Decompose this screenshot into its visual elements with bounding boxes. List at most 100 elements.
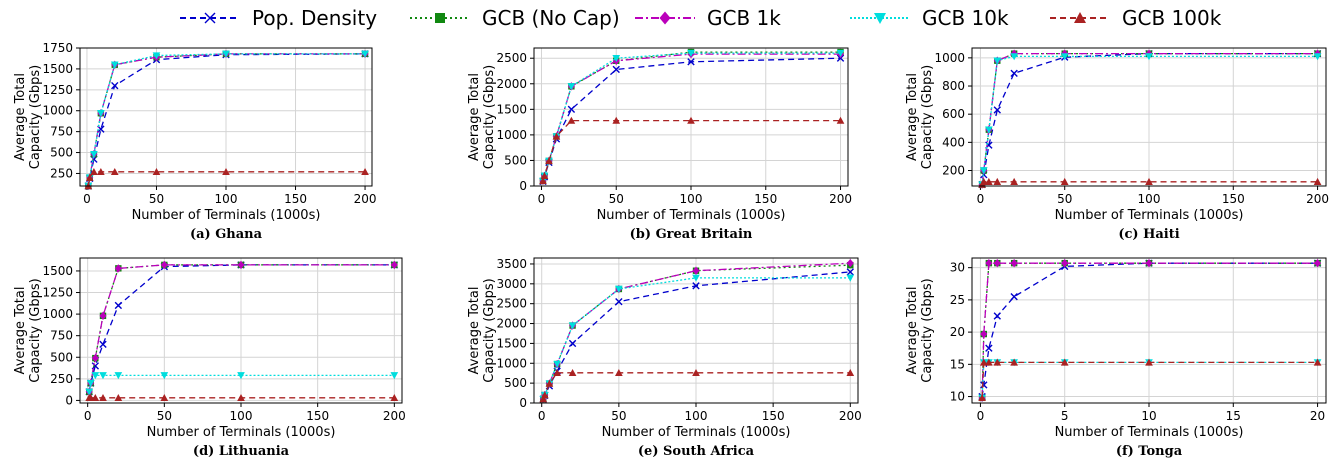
chart-svg: 0 500 1000 1500 2000 2500 0 50 100 150 200 Number o…: [467, 47, 852, 242]
data-point: [980, 381, 988, 389]
x-tick-label: 150: [754, 192, 777, 206]
data-point: [539, 395, 548, 403]
data-point: [612, 55, 621, 63]
y-tick-label: 25: [950, 293, 965, 307]
data-point: [361, 50, 369, 58]
y-tick-label: 1500: [42, 62, 73, 76]
data-point: [567, 105, 576, 114]
data-point: [114, 301, 123, 310]
series: [978, 259, 1321, 402]
data-point: [687, 58, 695, 66]
data-point: [985, 358, 993, 366]
series-line: [542, 372, 851, 400]
plot-frame: [971, 47, 1327, 187]
series: [539, 48, 844, 185]
data-point: [568, 368, 577, 377]
data-point: [91, 372, 100, 380]
plot-frame: [79, 47, 373, 187]
panel-caption: (d) Lithuania: [193, 444, 290, 459]
y-tick-label: 200: [942, 164, 965, 178]
x-tick-label: 100: [685, 409, 708, 423]
chart-svg: 250 500 750 1000 1250 1500 1750 0 50 100 150 200 Num…: [13, 41, 377, 242]
x-tick-label: 50: [149, 192, 164, 206]
data-point: [1060, 177, 1069, 185]
x-tick-label: 150: [306, 409, 329, 423]
x-tick-label: 150: [1222, 192, 1245, 206]
legend-marker: [1074, 12, 1086, 23]
legend-label: GCB (No Cap): [482, 6, 620, 30]
data-point: [160, 372, 169, 380]
panel-caption: (e) South Africa: [638, 444, 755, 459]
series-line: [981, 262, 1318, 397]
data-point: [90, 151, 98, 159]
chart-svg: 10 15 20 25 30 0 5 10 15 20 Number of Terminals (1…: [905, 257, 1327, 459]
series: [978, 49, 1322, 189]
data-point: [615, 368, 623, 377]
data-point: [390, 372, 399, 380]
data-point: [114, 393, 123, 402]
series: [978, 259, 1322, 401]
plot-frame: [971, 257, 1327, 404]
data-point: [1313, 177, 1322, 185]
data-point: [86, 379, 95, 387]
data-point: [237, 372, 245, 380]
y-tick-label: 2000: [496, 317, 527, 331]
data-point: [692, 266, 700, 275]
y-tick-label: 2500: [496, 297, 527, 311]
series-line: [542, 277, 851, 400]
series: [978, 53, 1322, 189]
x-tick-label: 0: [538, 192, 546, 206]
data-point: [114, 372, 123, 380]
y-tick-label: 15: [950, 357, 965, 371]
data-point: [1010, 292, 1018, 301]
x-tick-label: 15: [1226, 409, 1241, 423]
series-line: [981, 361, 1318, 398]
series-line: [87, 53, 365, 187]
plot-frame: [79, 257, 403, 404]
data-point: [114, 264, 122, 273]
series: [84, 50, 369, 190]
series-line: [87, 53, 366, 187]
y-tick-label: 1500: [496, 102, 527, 116]
y-axis-label: Average TotalCapacity (Gbps): [467, 278, 497, 382]
data-point: [1145, 177, 1153, 185]
series: [978, 358, 1322, 402]
panel-caption: (a) Ghana: [190, 227, 263, 242]
y-tick-label: 600: [942, 107, 965, 121]
data-point: [979, 177, 988, 185]
data-point: [692, 368, 700, 377]
data-point: [152, 167, 161, 175]
data-point: [545, 157, 553, 165]
data-point: [1060, 53, 1069, 61]
series-line: [88, 264, 395, 392]
data-point: [91, 353, 99, 363]
series: [539, 368, 855, 403]
data-point: [539, 177, 547, 185]
y-tick-label: 1500: [496, 336, 527, 350]
series: [85, 372, 399, 396]
data-point: [553, 368, 561, 377]
data-point: [1060, 358, 1069, 366]
y-tick-label: 3000: [496, 277, 527, 291]
data-point: [99, 340, 107, 349]
data-point: [222, 50, 230, 58]
legend-marker: [435, 13, 445, 23]
x-tick-label: 150: [284, 192, 307, 206]
legend-label: GCB 100k: [1122, 6, 1222, 30]
data-point: [993, 358, 1002, 366]
data-point: [985, 126, 993, 134]
series-line: [981, 262, 1318, 398]
series-line: [542, 271, 851, 400]
y-tick-label: 0: [65, 393, 73, 407]
data-point: [615, 298, 623, 306]
data-point: [85, 173, 94, 181]
legend-entry: GCB 10k: [850, 6, 1009, 30]
x-axis-label: Number of Terminals (1000s): [1055, 208, 1244, 223]
data-point: [978, 394, 986, 402]
x-tick-label: 0: [977, 192, 985, 206]
series-line: [981, 52, 1318, 185]
series: [84, 49, 369, 191]
y-tick-label: 800: [942, 79, 965, 93]
data-point: [390, 393, 399, 402]
data-point: [110, 167, 119, 175]
